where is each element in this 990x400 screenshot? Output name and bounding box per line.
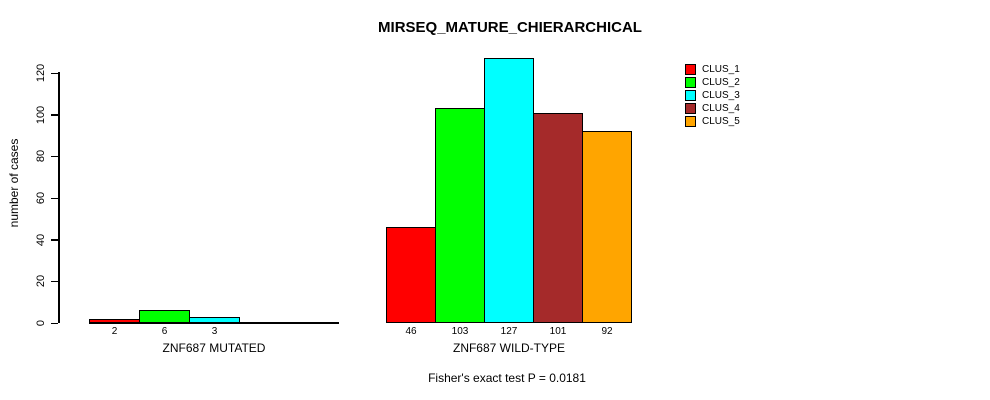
bar-clus_3 xyxy=(484,58,534,323)
legend-swatch-icon xyxy=(685,116,696,127)
y-axis-label: number of cases xyxy=(7,138,21,228)
legend-swatch-icon xyxy=(685,103,696,114)
fisher-test-annotation: Fisher's exact test P = 0.0181 xyxy=(428,371,586,385)
legend-label: CLUS_3 xyxy=(702,90,740,101)
y-tick-label: 100 xyxy=(35,105,47,124)
bar-value-label: 103 xyxy=(451,326,469,337)
y-tick-mark xyxy=(51,114,58,116)
y-tick-mark xyxy=(51,239,58,241)
y-tick-label: 80 xyxy=(35,150,47,163)
bar-clus_2 xyxy=(435,108,485,323)
legend-item: CLUS_2 xyxy=(685,76,740,89)
y-axis-line xyxy=(58,72,60,323)
bar-value-label: 2 xyxy=(111,326,118,337)
legend-label: CLUS_1 xyxy=(702,64,740,75)
chart-title: MIRSEQ_MATURE_CHIERARCHICAL xyxy=(378,19,642,36)
bar-clus_5 xyxy=(582,131,632,323)
x-axis-label-mutated: ZNF687 MUTATED xyxy=(162,341,266,355)
legend-label: CLUS_4 xyxy=(702,103,740,114)
bar-value-label: 101 xyxy=(549,326,567,337)
y-tick-mark xyxy=(51,155,58,158)
legend-label: CLUS_2 xyxy=(702,77,740,88)
bar-value-label: 6 xyxy=(161,326,168,337)
y-tick-label: 0 xyxy=(35,319,47,327)
legend-label: CLUS_5 xyxy=(702,116,740,127)
y-tick-label: 20 xyxy=(35,275,47,288)
y-tick-label: 60 xyxy=(35,191,47,205)
y-tick-mark xyxy=(51,322,58,324)
bar-clus_1 xyxy=(386,227,436,323)
bar-clus_4 xyxy=(533,113,583,323)
legend-item: CLUS_1 xyxy=(685,63,740,76)
legend-swatch-icon xyxy=(685,77,696,88)
legend-item: CLUS_5 xyxy=(685,115,740,128)
legend-swatch-icon xyxy=(685,64,696,75)
y-tick-mark xyxy=(51,280,58,283)
legend: CLUS_1 CLUS_2 CLUS_3 CLUS_4 CLUS_5 xyxy=(685,63,740,128)
bar-value-label: 92 xyxy=(601,326,613,337)
y-tick-label: 40 xyxy=(35,233,47,246)
legend-swatch-icon xyxy=(685,90,696,101)
x-axis-label-wildtype: ZNF687 WILD-TYPE xyxy=(452,341,566,355)
bar-value-label: 3 xyxy=(211,326,218,337)
bar-value-label: 46 xyxy=(405,326,417,337)
legend-item: CLUS_3 xyxy=(685,89,740,102)
legend-item: CLUS_4 xyxy=(685,102,740,115)
y-tick-mark xyxy=(51,197,58,199)
bar-clus_1 xyxy=(89,319,140,323)
y-tick-mark xyxy=(51,72,58,74)
bar-clus_3 xyxy=(189,317,240,323)
bar-value-label: 127 xyxy=(500,326,518,337)
bar-clus_2 xyxy=(139,310,190,323)
y-tick-label: 120 xyxy=(35,63,47,83)
